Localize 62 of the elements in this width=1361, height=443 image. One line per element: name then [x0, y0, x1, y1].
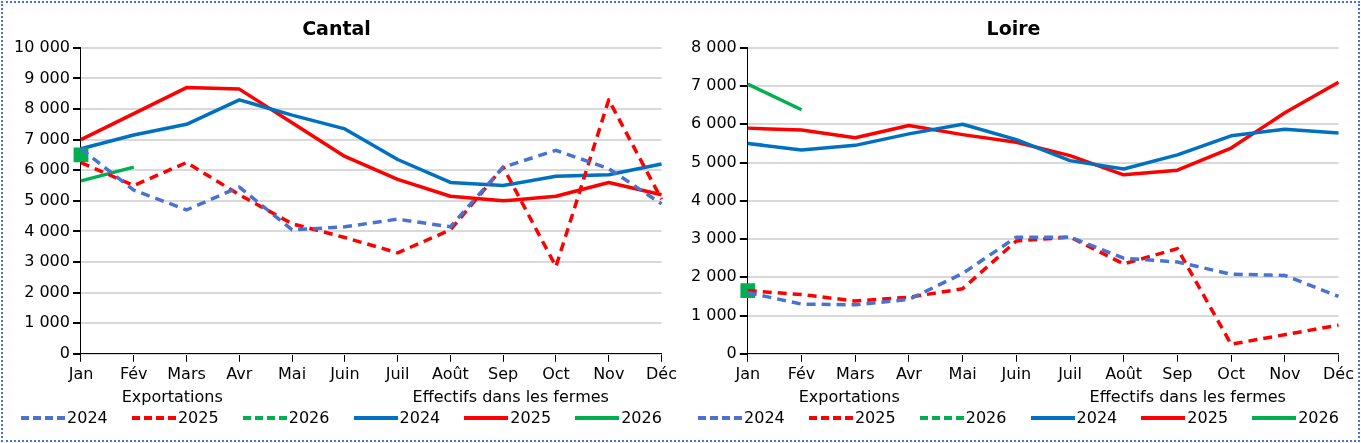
- legend-label: 2024: [399, 407, 441, 429]
- y-tick-label: 0: [726, 342, 737, 362]
- y-tick-label: 10 000: [14, 36, 70, 56]
- legend-label: 2026: [1298, 407, 1339, 429]
- x-tick-label: Mai: [948, 363, 977, 383]
- x-tick-label: Sep: [488, 363, 519, 383]
- legend-label: 2026: [621, 407, 662, 429]
- chart-title: Cantal: [302, 17, 371, 40]
- x-tick-label: Fév: [119, 363, 148, 383]
- legend-label: 2025: [854, 407, 896, 429]
- text: Effectifs dans les fermes: [411, 387, 610, 407]
- legend-label: 2025: [177, 407, 219, 429]
- y-tick-label: 9 000: [24, 67, 70, 87]
- text: Exportations: [797, 387, 901, 407]
- x-tick-label: Avr: [895, 363, 923, 383]
- x-tick-label: Mars: [835, 363, 875, 383]
- y-tick-label: 3 000: [690, 228, 737, 248]
- legend-label: 2025: [510, 407, 552, 429]
- legend-label: 2024: [67, 407, 108, 429]
- x-tick-label: Juin: [1000, 363, 1032, 383]
- x-tick-label: Août: [1105, 363, 1143, 383]
- y-tick-label: 3 000: [24, 251, 70, 271]
- x-tick-label: Juin: [329, 363, 360, 383]
- y-tick-label: 0: [59, 342, 70, 362]
- x-tick-label: Déc: [1323, 363, 1354, 383]
- x-tick-label: Fév: [787, 363, 816, 383]
- chart-title: Loire: [986, 17, 1041, 40]
- y-tick-label: 1 000: [690, 304, 737, 324]
- x-tick-label: Avr: [226, 363, 253, 383]
- y-tick-label: 8 000: [690, 36, 737, 56]
- legend-label: 2025: [1187, 407, 1229, 429]
- legend-label: 2024: [744, 407, 785, 429]
- y-tick-label: 2 000: [24, 281, 70, 301]
- text: Exportations: [120, 387, 224, 407]
- y-tick-label: 4 000: [690, 189, 737, 209]
- x-tick-label: Oct: [542, 363, 570, 383]
- y-tick-label: 6 000: [690, 113, 737, 133]
- x-tick-label: Mars: [167, 363, 206, 383]
- x-tick-label: Jan: [67, 363, 94, 383]
- x-tick-label: Août: [431, 363, 469, 383]
- legend-label: 2026: [288, 407, 330, 429]
- y-tick-label: 1 000: [24, 312, 70, 332]
- legend-label: 2024: [1076, 407, 1118, 429]
- y-tick-label: 7 000: [24, 128, 70, 148]
- y-tick-label: 6 000: [24, 159, 70, 179]
- x-tick-label: Sep: [1162, 363, 1193, 383]
- x-tick-label: Juil: [384, 363, 410, 383]
- x-tick-label: Jan: [734, 363, 761, 383]
- x-tick-label: Déc: [646, 363, 677, 383]
- legend-label: 2026: [965, 407, 1007, 429]
- y-tick-label: 2 000: [690, 266, 737, 286]
- x-tick-label: Oct: [1217, 363, 1245, 383]
- x-tick-label: Mai: [278, 363, 307, 383]
- text: Effectifs dans les fermes: [1088, 387, 1287, 407]
- x-tick-label: Nov: [1269, 363, 1301, 383]
- x-tick-label: Juil: [1057, 363, 1082, 383]
- y-tick-label: 5 000: [690, 151, 737, 171]
- y-tick-label: 4 000: [24, 220, 70, 240]
- y-tick-label: 7 000: [690, 75, 737, 95]
- y-tick-label: 8 000: [24, 98, 70, 118]
- y-tick-label: 5 000: [24, 189, 70, 209]
- x-tick-label: Nov: [593, 363, 625, 383]
